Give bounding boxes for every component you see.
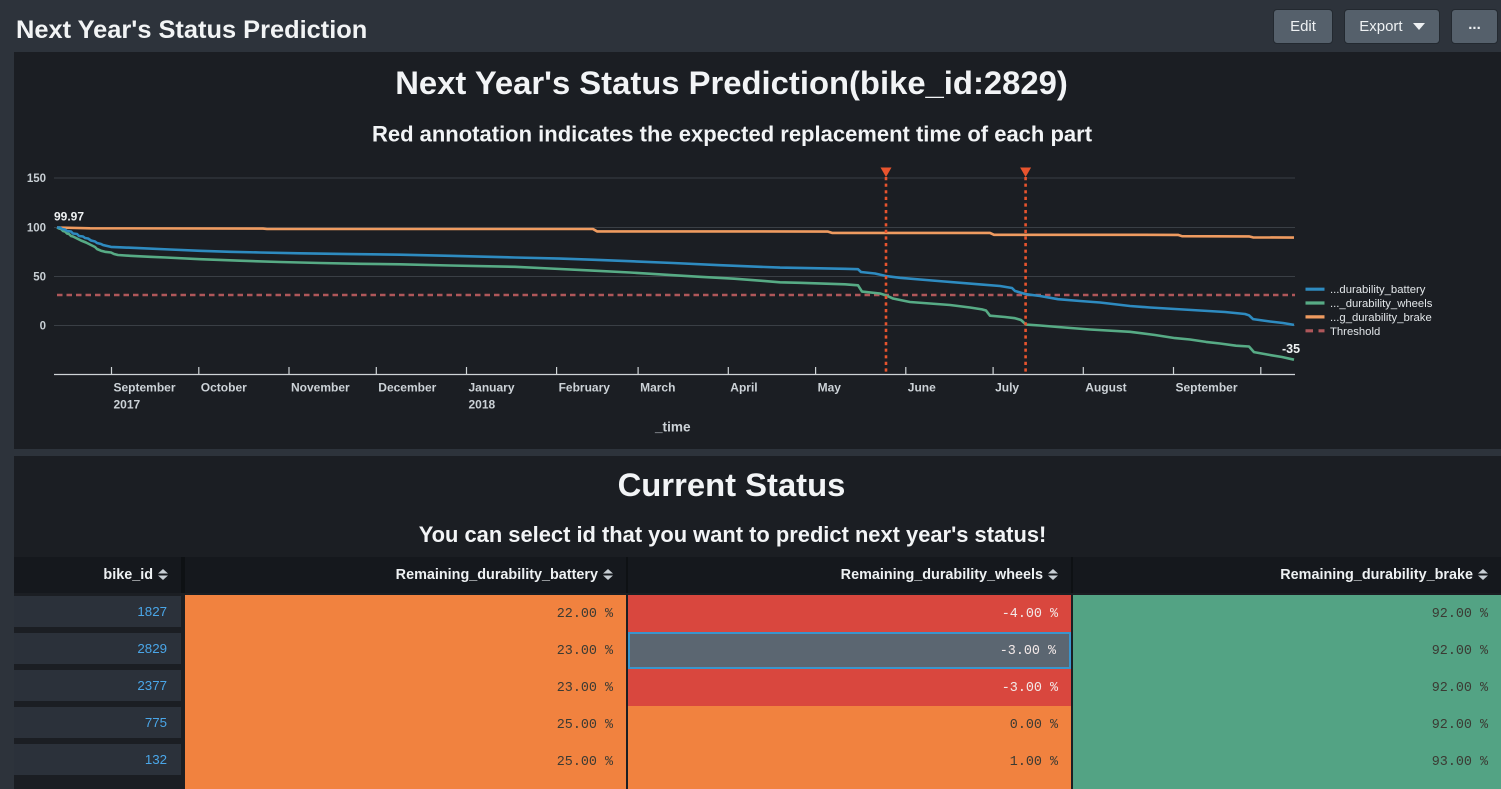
svg-text:...durability_battery: ...durability_battery [1330, 284, 1426, 296]
svg-text:September: September [114, 381, 176, 395]
svg-text:2017: 2017 [114, 398, 141, 412]
svg-text:Threshold: Threshold [1330, 326, 1380, 338]
svg-text:...g_durability_brake: ...g_durability_brake [1330, 312, 1432, 324]
svg-text:150: 150 [27, 173, 46, 185]
svg-text:0: 0 [40, 321, 46, 333]
svg-text:November: November [291, 381, 350, 395]
svg-text:January: January [469, 381, 515, 395]
svg-text:50: 50 [33, 272, 46, 284]
svg-text:June: June [908, 381, 936, 395]
svg-text:August: August [1085, 381, 1126, 395]
svg-text:_time: _time [654, 420, 691, 435]
svg-text:April: April [730, 381, 757, 395]
svg-text:March: March [640, 381, 675, 395]
svg-text:October: October [201, 381, 247, 395]
svg-text:..._durability_wheels: ..._durability_wheels [1330, 298, 1433, 310]
svg-text:-35: -35 [1282, 342, 1300, 356]
svg-text:2018: 2018 [469, 398, 496, 412]
svg-text:99.97: 99.97 [54, 210, 84, 224]
svg-text:100: 100 [27, 223, 46, 235]
svg-text:Next Year's Status Prediction(: Next Year's Status Prediction(bike_id:28… [395, 64, 1068, 101]
svg-text:December: December [378, 381, 436, 395]
svg-text:February: February [559, 381, 611, 395]
svg-text:Red annotation indicates the e: Red annotation indicates the expected re… [372, 122, 1093, 147]
svg-text:May: May [818, 381, 842, 395]
svg-text:September: September [1176, 381, 1238, 395]
svg-text:July: July [995, 381, 1019, 395]
